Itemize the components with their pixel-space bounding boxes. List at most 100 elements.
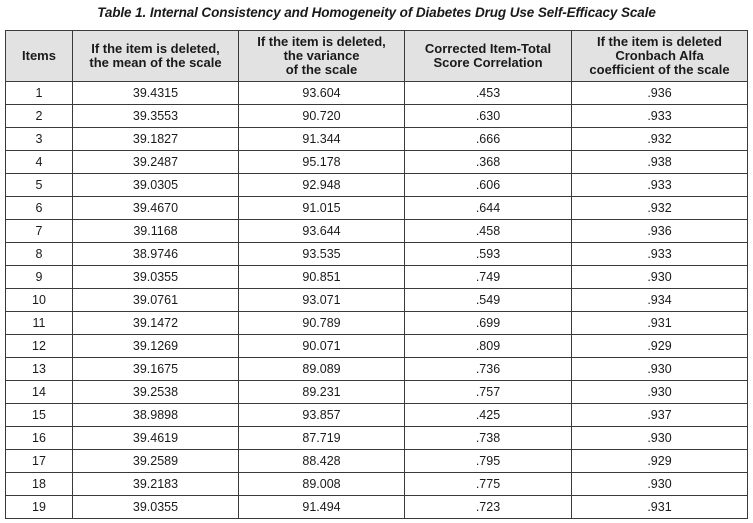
item-total-correlation-cell: .644 bbox=[404, 196, 572, 220]
table-row: 16 39.4619 87.719.738.930 bbox=[5, 426, 748, 450]
item-number-cell: 5 bbox=[5, 173, 73, 197]
alpha-if-deleted-cell: .937 bbox=[571, 403, 748, 427]
header-row: Items If the item is deleted, the mean o… bbox=[5, 30, 748, 82]
alpha-if-deleted-cell: .930 bbox=[571, 472, 748, 496]
header-item-total-correlation: Corrected Item-Total Score Correlation bbox=[404, 30, 572, 82]
table-caption: Table 1. Internal Consistency and Homoge… bbox=[97, 5, 656, 20]
mean-if-deleted-cell: 39.2589 bbox=[72, 449, 239, 473]
header-line: If the item is deleted bbox=[597, 34, 722, 49]
header-line: the mean of the scale bbox=[89, 55, 222, 70]
variance-if-deleted-cell: 91.015 bbox=[238, 196, 405, 220]
mean-if-deleted-cell: 39.1168 bbox=[72, 219, 239, 243]
table-row: 17 39.2589 88.428.795.929 bbox=[5, 449, 748, 473]
mean-if-deleted-cell: 39.2538 bbox=[72, 380, 239, 404]
table-body: 1 39.4315 93.604.453.936 2 39.3553 90.720.630… bbox=[5, 81, 748, 519]
mean-if-deleted-cell: 39.1827 bbox=[72, 127, 239, 151]
table-row: 14 39.2538 89.231.757.930 bbox=[5, 380, 748, 404]
alpha-if-deleted-cell: .931 bbox=[571, 495, 748, 519]
item-total-correlation-cell: .368 bbox=[404, 150, 572, 174]
item-number-cell: 17 bbox=[5, 449, 73, 473]
item-total-correlation-cell: .775 bbox=[404, 472, 572, 496]
mean-if-deleted-cell: 39.4315 bbox=[72, 81, 239, 105]
alpha-if-deleted-cell: .938 bbox=[571, 150, 748, 174]
item-number-cell: 10 bbox=[5, 288, 73, 312]
alpha-if-deleted-cell: .930 bbox=[571, 265, 748, 289]
mean-if-deleted-cell: 39.0761 bbox=[72, 288, 239, 312]
variance-if-deleted-cell: 90.789 bbox=[238, 311, 405, 335]
table-row: 13 39.1675 89.089.736.930 bbox=[5, 357, 748, 381]
alpha-if-deleted-cell: .930 bbox=[571, 380, 748, 404]
item-total-correlation-cell: .738 bbox=[404, 426, 572, 450]
variance-if-deleted-cell: 89.008 bbox=[238, 472, 405, 496]
table-row: 9 39.0355 90.851.749.930 bbox=[5, 265, 748, 289]
item-total-correlation-cell: .809 bbox=[404, 334, 572, 358]
alpha-if-deleted-cell: .936 bbox=[571, 81, 748, 105]
item-total-correlation-cell: .606 bbox=[404, 173, 572, 197]
mean-if-deleted-cell: 39.2487 bbox=[72, 150, 239, 174]
item-total-correlation-cell: .723 bbox=[404, 495, 572, 519]
item-number-cell: 14 bbox=[5, 380, 73, 404]
table-header: Items If the item is deleted, the mean o… bbox=[5, 30, 748, 82]
mean-if-deleted-cell: 39.1472 bbox=[72, 311, 239, 335]
item-total-correlation-cell: .549 bbox=[404, 288, 572, 312]
variance-if-deleted-cell: 87.719 bbox=[238, 426, 405, 450]
variance-if-deleted-cell: 91.344 bbox=[238, 127, 405, 151]
item-total-correlation-cell: .630 bbox=[404, 104, 572, 128]
table-row: 1 39.4315 93.604.453.936 bbox=[5, 81, 748, 105]
mean-if-deleted-cell: 39.4670 bbox=[72, 196, 239, 220]
alpha-if-deleted-cell: .931 bbox=[571, 311, 748, 335]
table-row: 4 39.2487 95.178.368.938 bbox=[5, 150, 748, 174]
header-line: Score Correlation bbox=[433, 55, 543, 70]
table-row: 11 39.1472 90.789.699.931 bbox=[5, 311, 748, 335]
item-number-cell: 8 bbox=[5, 242, 73, 266]
variance-if-deleted-cell: 89.089 bbox=[238, 357, 405, 381]
item-number-cell: 3 bbox=[5, 127, 73, 151]
table-row: 19 39.0355 91.494.723.931 bbox=[5, 495, 748, 519]
header-alpha-if-deleted: If the item is deleted Cronbach Alfa coe… bbox=[571, 30, 748, 82]
mean-if-deleted-cell: 39.0355 bbox=[72, 495, 239, 519]
item-total-correlation-cell: .458 bbox=[404, 219, 572, 243]
table-row: 18 39.2183 89.008.775.930 bbox=[5, 472, 748, 496]
variance-if-deleted-cell: 93.644 bbox=[238, 219, 405, 243]
item-number-cell: 6 bbox=[5, 196, 73, 220]
header-line: of the scale bbox=[285, 62, 358, 77]
table-row: 15 38.9898 93.857.425.937 bbox=[5, 403, 748, 427]
item-number-cell: 15 bbox=[5, 403, 73, 427]
item-total-correlation-cell: .425 bbox=[404, 403, 572, 427]
header-line: the variance bbox=[283, 48, 360, 63]
header-line: If the item is deleted, bbox=[91, 41, 220, 56]
header-line: Cronbach Alfa bbox=[615, 48, 704, 63]
alpha-if-deleted-cell: .933 bbox=[571, 242, 748, 266]
mean-if-deleted-cell: 39.1675 bbox=[72, 357, 239, 381]
item-total-correlation-cell: .757 bbox=[404, 380, 572, 404]
item-number-cell: 16 bbox=[5, 426, 73, 450]
header-line: Corrected Item-Total bbox=[424, 41, 552, 56]
alpha-if-deleted-cell: .932 bbox=[571, 196, 748, 220]
variance-if-deleted-cell: 89.231 bbox=[238, 380, 405, 404]
mean-if-deleted-cell: 38.9746 bbox=[72, 242, 239, 266]
mean-if-deleted-cell: 39.0305 bbox=[72, 173, 239, 197]
table-row: 10 39.0761 93.071.549.934 bbox=[5, 288, 748, 312]
item-total-correlation-cell: .736 bbox=[404, 357, 572, 381]
table-row: 8 38.9746 93.535.593.933 bbox=[5, 242, 748, 266]
variance-if-deleted-cell: 91.494 bbox=[238, 495, 405, 519]
item-number-cell: 12 bbox=[5, 334, 73, 358]
item-total-correlation-cell: .666 bbox=[404, 127, 572, 151]
table-row: 7 39.1168 93.644.458.936 bbox=[5, 219, 748, 243]
item-number-cell: 9 bbox=[5, 265, 73, 289]
alpha-if-deleted-cell: .934 bbox=[571, 288, 748, 312]
item-total-correlation-cell: .453 bbox=[404, 81, 572, 105]
table-row: 3 39.1827 91.344.666.932 bbox=[5, 127, 748, 151]
item-total-correlation-cell: .699 bbox=[404, 311, 572, 335]
variance-if-deleted-cell: 92.948 bbox=[238, 173, 405, 197]
item-number-cell: 4 bbox=[5, 150, 73, 174]
alpha-if-deleted-cell: .930 bbox=[571, 357, 748, 381]
mean-if-deleted-cell: 39.2183 bbox=[72, 472, 239, 496]
mean-if-deleted-cell: 39.1269 bbox=[72, 334, 239, 358]
variance-if-deleted-cell: 93.535 bbox=[238, 242, 405, 266]
item-total-correlation-cell: .749 bbox=[404, 265, 572, 289]
variance-if-deleted-cell: 93.604 bbox=[238, 81, 405, 105]
item-number-cell: 11 bbox=[5, 311, 73, 335]
item-number-cell: 19 bbox=[5, 495, 73, 519]
variance-if-deleted-cell: 90.851 bbox=[238, 265, 405, 289]
